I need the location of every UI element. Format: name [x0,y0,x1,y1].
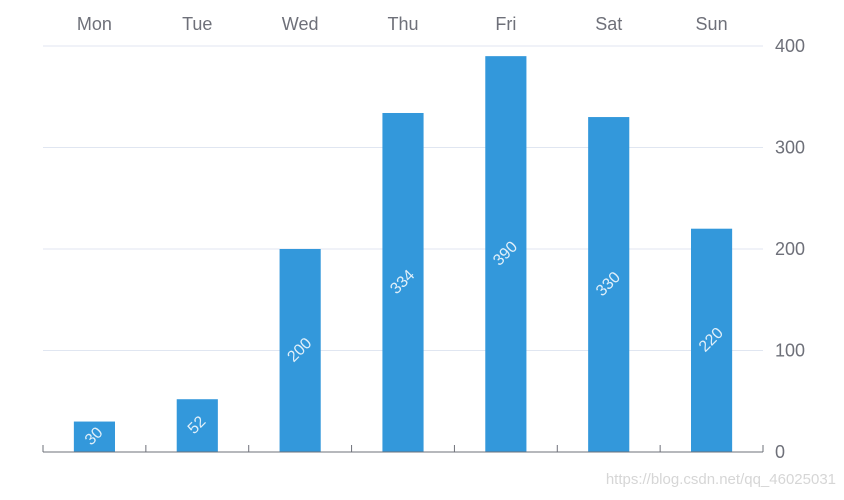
y-tick-label: 0 [775,442,785,462]
watermark-text: https://blog.csdn.net/qq_46025031 [605,471,836,488]
bar-mon [73,421,115,452]
bar-wed [279,249,321,452]
y-tick-label: 400 [775,36,805,56]
y-tick-label: 200 [775,239,805,259]
bar-thu [382,112,424,453]
category-label: Tue [182,14,212,34]
category-label: Sun [696,14,728,34]
category-labels: Mon Tue Wed Thu Fri Sat Sun [77,14,728,34]
bars [73,56,733,453]
category-label: Thu [387,14,418,34]
bar-tue [176,399,218,452]
category-label: Mon [77,14,112,34]
category-label: Wed [282,14,319,34]
y-tick-label: 100 [775,341,805,361]
y-tick-label: 300 [775,138,805,158]
x-axis [42,445,764,453]
bar-fri [485,56,527,453]
category-label: Sat [595,14,622,34]
y-axis-labels: 0 100 200 300 400 [775,36,805,462]
bar-sat [588,117,630,453]
category-label: Fri [495,14,516,34]
bar-sun [691,228,733,452]
